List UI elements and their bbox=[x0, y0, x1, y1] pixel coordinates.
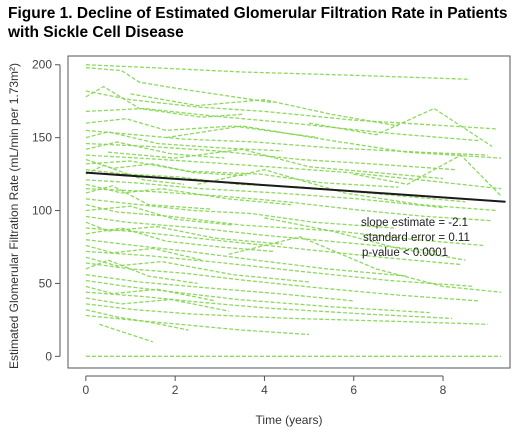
plot-frame bbox=[67, 55, 511, 369]
patient-line-33 bbox=[85, 274, 354, 302]
regression-line bbox=[85, 171, 506, 203]
patient-line-19 bbox=[85, 185, 211, 210]
y-tick-label: 150 bbox=[32, 131, 52, 145]
patient-line-24 bbox=[85, 221, 283, 245]
patient-line-26 bbox=[85, 227, 274, 253]
patient-line-36 bbox=[85, 291, 453, 320]
patient-line-14 bbox=[85, 169, 466, 203]
patient-line-28 bbox=[85, 244, 203, 261]
patient-line-4 bbox=[85, 85, 243, 118]
patient-line-1 bbox=[85, 64, 470, 80]
patient-line-23 bbox=[85, 215, 439, 253]
patient-line-11 bbox=[85, 154, 502, 190]
y-tick-label: 0 bbox=[45, 349, 52, 363]
annotation-line-2: standard error = 0.11 bbox=[363, 232, 470, 244]
patient-line-29 bbox=[85, 250, 475, 288]
patient-trajectories bbox=[85, 64, 502, 357]
annotation-line-1: slope estimate = -2.1 bbox=[361, 217, 468, 229]
regression-layer bbox=[85, 171, 506, 203]
patient-line-17 bbox=[85, 183, 292, 206]
patient-line-6 bbox=[85, 118, 319, 139]
x-axis-label: Time (years) bbox=[256, 413, 323, 427]
patient-line-21 bbox=[85, 204, 484, 247]
y-tick-label: 100 bbox=[32, 204, 52, 218]
patient-line-22 bbox=[85, 205, 234, 226]
y-tick-label: 50 bbox=[39, 276, 53, 290]
patient-line-40 bbox=[85, 314, 310, 336]
patient-line-46 bbox=[264, 217, 466, 261]
x-tick-label: 8 bbox=[440, 383, 447, 397]
patient-line-31 bbox=[85, 262, 479, 302]
patient-line-48 bbox=[353, 154, 502, 197]
patient-line-34 bbox=[85, 279, 430, 314]
y-tick-label: 200 bbox=[32, 58, 52, 72]
patient-line-45 bbox=[228, 236, 502, 293]
patient-line-20 bbox=[85, 198, 394, 229]
x-tick-label: 4 bbox=[261, 383, 268, 397]
patient-line-2 bbox=[85, 67, 274, 104]
patient-line-37 bbox=[85, 297, 229, 312]
patient-line-30 bbox=[85, 256, 310, 283]
patient-line-7 bbox=[85, 129, 488, 156]
y-axis-label: Estimated Glomerular Filtration Rate (mL… bbox=[7, 63, 21, 369]
patient-line-49 bbox=[130, 93, 399, 127]
patient-line-13 bbox=[85, 160, 399, 188]
patient-line-47 bbox=[308, 107, 493, 147]
patient-line-50 bbox=[108, 148, 444, 180]
patient-line-38 bbox=[85, 303, 488, 325]
figure-title-line-1: Figure 1. Decline of Estimated Glomerula… bbox=[8, 5, 508, 22]
patient-line-35 bbox=[85, 285, 216, 302]
patient-line-18 bbox=[85, 188, 493, 222]
patient-line-9 bbox=[85, 142, 457, 171]
patient-line-5 bbox=[85, 107, 479, 142]
annotations: slope estimate = -2.1 standard error = 0.… bbox=[361, 217, 470, 259]
patient-line-32 bbox=[85, 259, 198, 285]
figure-title-line-2: with Sickle Cell Disease bbox=[8, 24, 184, 41]
x-tick-label: 6 bbox=[350, 383, 357, 397]
patient-line-44 bbox=[197, 169, 497, 212]
x-tick-label: 2 bbox=[172, 383, 179, 397]
annotation-line-3: p-value < 0.0001 bbox=[362, 247, 448, 259]
patient-line-43 bbox=[166, 125, 502, 159]
patient-line-15 bbox=[85, 164, 185, 185]
figure-title: Figure 1. Decline of Estimated Glomerula… bbox=[8, 4, 508, 42]
x-tick-label: 0 bbox=[83, 383, 90, 397]
axes: 0 2 4 6 8 0 50 100 150 200 bbox=[32, 58, 447, 397]
patient-line-41 bbox=[99, 323, 154, 343]
